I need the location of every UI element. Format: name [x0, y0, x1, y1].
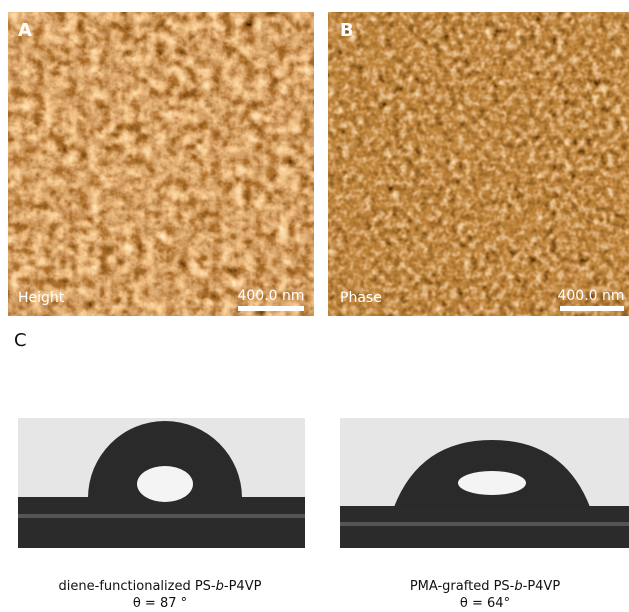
- name-part: -P4VP: [224, 579, 262, 594]
- sample-name: diene-functionalized PS-b-P4VP: [59, 579, 262, 594]
- sample-name: PMA-grafted PS-b-P4VP: [410, 579, 560, 594]
- height-image: [8, 12, 314, 316]
- name-part: -P4VP: [523, 579, 561, 594]
- name-part: b: [216, 579, 224, 594]
- panel-label: C: [14, 330, 27, 351]
- name-part: PMA-grafted PS-: [410, 579, 515, 594]
- contact-angle: θ = 64°: [460, 596, 510, 611]
- droplet-image: [340, 418, 629, 548]
- scale-bar-label: 400.0 nm: [557, 288, 624, 304]
- scale-bar: [238, 306, 304, 311]
- name-part: b: [514, 579, 522, 594]
- contact-angle: θ = 87 °: [133, 596, 187, 611]
- mode-label: Height: [18, 290, 65, 306]
- name-part: diene-functionalized PS-: [59, 579, 216, 594]
- figure: A Height 400.0 nm B Phase 400.0 nm C die…: [0, 0, 629, 612]
- scale-bar: [560, 306, 624, 311]
- scale-bar-label: 400.0 nm: [237, 288, 304, 304]
- droplet-image: [18, 418, 305, 548]
- panel-label: A: [18, 20, 32, 41]
- mode-label: Phase: [340, 290, 382, 306]
- phase-image: [328, 12, 629, 316]
- panel-label: B: [340, 20, 354, 41]
- page: A Height 400.0 nm B Phase 400.0 nm C die…: [0, 0, 629, 612]
